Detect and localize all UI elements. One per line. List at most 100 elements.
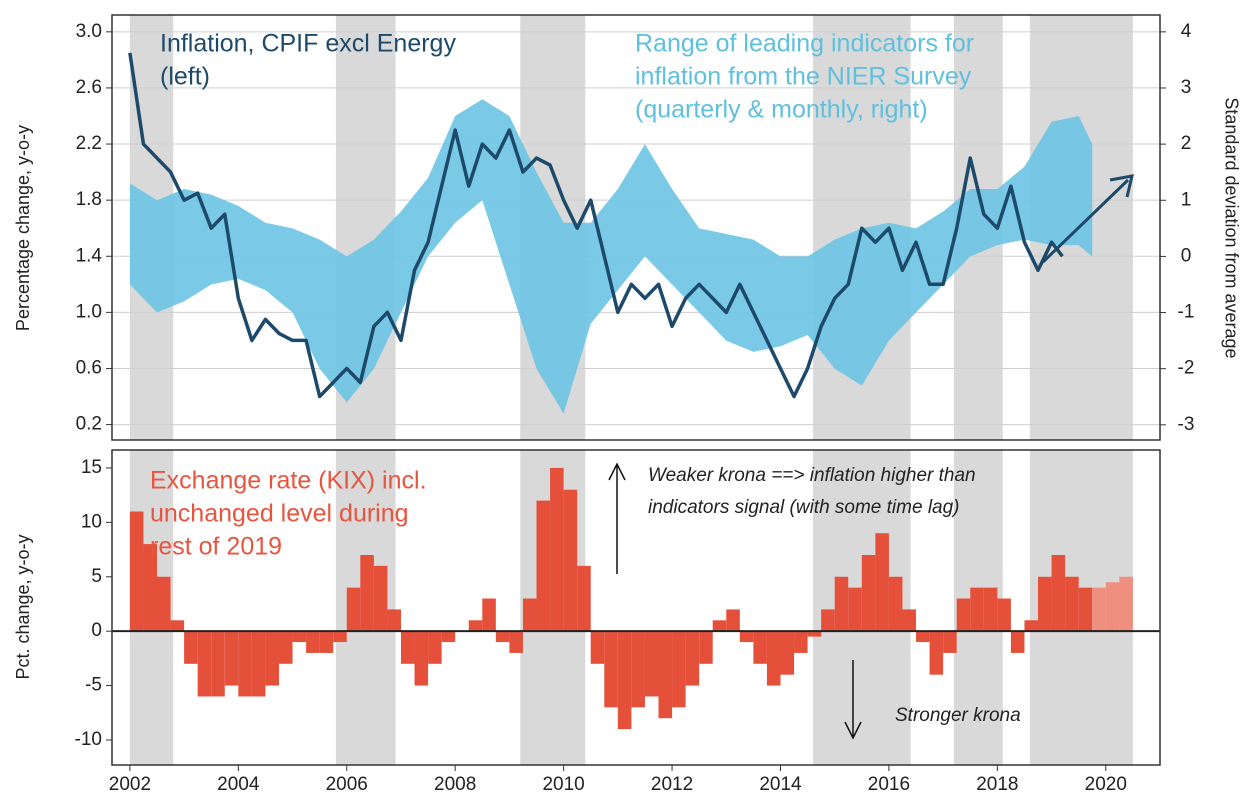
y-tick-label: 0.2 [76, 414, 102, 435]
bar [712, 620, 727, 632]
bar [400, 631, 415, 664]
annotation: unchanged level during [150, 500, 409, 528]
bar [916, 631, 930, 643]
bar [482, 598, 496, 632]
bar [726, 609, 740, 632]
bar [360, 555, 374, 632]
y2-tick-label: 2 [1181, 133, 1192, 154]
bar [997, 598, 1011, 632]
bar [970, 587, 984, 632]
arrow-head [844, 721, 862, 740]
bar [414, 631, 429, 686]
annotation: Inflation, CPIF excl Energy [160, 30, 456, 58]
bar [644, 631, 659, 697]
bar [278, 631, 293, 664]
y-tick-label: -10 [75, 729, 102, 750]
annotation: inflation from the NIER Survey [635, 63, 972, 91]
x-tick-label: 2014 [759, 774, 802, 795]
annotation: Stronger krona [895, 705, 1021, 726]
bar [536, 500, 551, 632]
bar [292, 631, 307, 643]
bar [739, 631, 754, 643]
bar [428, 631, 442, 664]
bar [1105, 582, 1120, 632]
y-tick-label: 3.0 [76, 21, 102, 42]
y-axis-title: Percentage change, y-o-y [13, 125, 33, 331]
bar [943, 631, 957, 653]
y-tick-label: 1.4 [76, 245, 103, 266]
bar [1010, 631, 1025, 653]
bar [604, 631, 618, 708]
bar [658, 631, 673, 719]
bar [929, 631, 944, 675]
bar [550, 467, 564, 632]
y-tick-label: 2.6 [76, 77, 102, 98]
x-tick-label: 2008 [434, 774, 476, 795]
y2-axis-title: Standard deviation from average [1221, 97, 1241, 358]
arrow-head [1109, 174, 1134, 198]
annotation: rest of 2019 [150, 533, 282, 561]
bar [373, 565, 388, 632]
bar [577, 565, 591, 632]
bar [753, 631, 767, 664]
arrow-head [608, 462, 626, 481]
bar [224, 631, 239, 686]
annotation: Range of leading indicators for [635, 30, 974, 58]
bar [170, 620, 185, 632]
bar [468, 620, 483, 632]
bar [699, 631, 713, 664]
bar [184, 631, 198, 664]
y-tick-label: -5 [85, 675, 102, 696]
bar [563, 489, 578, 632]
y-tick-label: 15 [81, 457, 102, 478]
bar [780, 631, 795, 675]
x-tick-label: 2016 [868, 774, 910, 795]
bar [861, 555, 876, 632]
y-tick-label: 0.6 [76, 357, 102, 378]
y2-tick-label: 3 [1181, 77, 1192, 98]
bar [197, 631, 212, 697]
y-axis-title: Pct. change, y-o-y [13, 534, 33, 679]
bar [387, 609, 401, 632]
y2-tick-label: -2 [1178, 358, 1195, 379]
bar [1078, 587, 1093, 632]
y-tick-label: 5 [91, 566, 102, 587]
bar [265, 631, 279, 686]
y2-tick-label: 4 [1181, 21, 1192, 42]
x-tick-label: 2010 [542, 774, 584, 795]
annotation: Exchange rate (KIX) incl. [150, 467, 427, 495]
bar [794, 631, 808, 653]
y2-tick-label: 0 [1181, 245, 1192, 266]
bar [1051, 555, 1066, 632]
bar [617, 631, 632, 730]
bar [834, 576, 849, 632]
x-tick-label: 2018 [976, 774, 1018, 795]
x-tick-label: 2006 [326, 774, 368, 795]
bar [319, 631, 334, 653]
y2-tick-label: 1 [1181, 189, 1192, 210]
x-tick-label: 2002 [109, 774, 151, 795]
top-frame [111, 14, 1161, 441]
bar [1065, 576, 1079, 632]
bar [333, 631, 347, 643]
y-tick-label: 0 [91, 620, 102, 641]
bar [766, 631, 781, 686]
y-tick-label: 10 [81, 511, 102, 532]
bar [211, 631, 225, 697]
bar [821, 609, 835, 632]
bar [983, 587, 998, 632]
bar [1092, 587, 1106, 632]
bar [129, 511, 144, 632]
arrow [1041, 178, 1130, 264]
annotation: (left) [160, 63, 210, 91]
bar [441, 631, 456, 643]
bottom-frame [111, 449, 1161, 766]
bar [956, 598, 971, 632]
bar [522, 598, 537, 632]
bar [807, 631, 822, 637]
bar [495, 631, 510, 643]
bar [1038, 576, 1052, 632]
bar [251, 631, 266, 697]
marks [112, 52, 1160, 730]
